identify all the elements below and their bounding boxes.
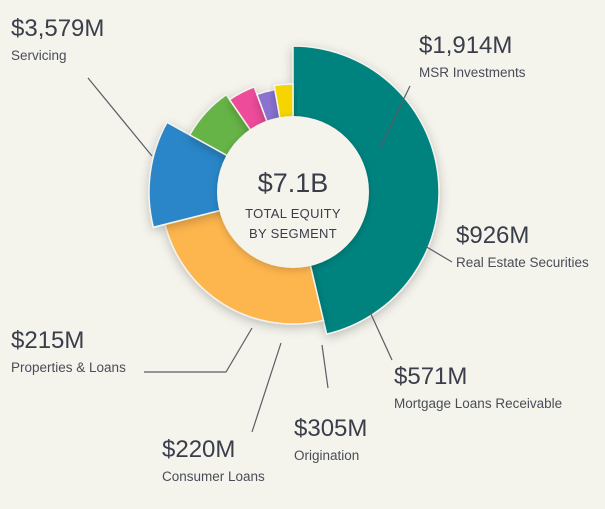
real-estate-securities-value: $926M xyxy=(456,222,530,249)
leader-line-consumer-loans xyxy=(251,342,282,433)
leader-line-real-estate-securities xyxy=(424,245,453,263)
label-mortgage-loans-receivable: $571M Mortgage Loans Receivable xyxy=(394,363,562,413)
consumer-loans-name: Consumer Loans xyxy=(162,469,265,484)
leader-line-servicing xyxy=(87,77,153,157)
center-caption-line1: TOTAL EQUITY xyxy=(245,206,341,221)
properties-loans-name: Properties & Loans xyxy=(11,360,126,375)
mortgage-loans-receivable-name: Mortgage Loans Receivable xyxy=(394,396,563,411)
label-origination: $305M Origination xyxy=(294,415,367,465)
origination-value: $305M xyxy=(294,415,368,442)
label-properties-loans: $215M Properties & Loans xyxy=(11,327,126,377)
label-real-estate-securities: $926M Real Estate Securities xyxy=(456,222,589,272)
mortgage-loans-receivable-value: $571M xyxy=(394,363,468,390)
label-servicing: $3,579M Servicing xyxy=(11,15,104,65)
servicing-name: Servicing xyxy=(11,48,67,63)
leader-line-properties-loans xyxy=(144,327,253,373)
leader-line-origination xyxy=(321,344,329,389)
origination-name: Origination xyxy=(294,448,360,463)
consumer-loans-value: $220M xyxy=(162,436,236,463)
msr-investments-name: MSR Investments xyxy=(419,65,526,80)
msr-investments-value: $1,914M xyxy=(419,32,513,59)
leader-line-msr-investments xyxy=(379,85,411,149)
center-caption-line2: BY SEGMENT xyxy=(249,226,337,241)
label-consumer-loans: $220M Consumer Loans xyxy=(162,436,265,486)
center-hole xyxy=(217,116,369,268)
label-msr-investments: $1,914M MSR Investments xyxy=(419,32,526,82)
real-estate-securities-name: Real Estate Securities xyxy=(456,255,589,270)
center-total-value: $7.1B xyxy=(258,168,329,198)
leader-line-mortgage-loans-receivable xyxy=(369,311,393,361)
properties-loans-value: $215M xyxy=(11,327,85,354)
donut-slices xyxy=(148,45,440,335)
servicing-value: $3,579M xyxy=(11,15,105,42)
leader-lines xyxy=(87,77,453,433)
